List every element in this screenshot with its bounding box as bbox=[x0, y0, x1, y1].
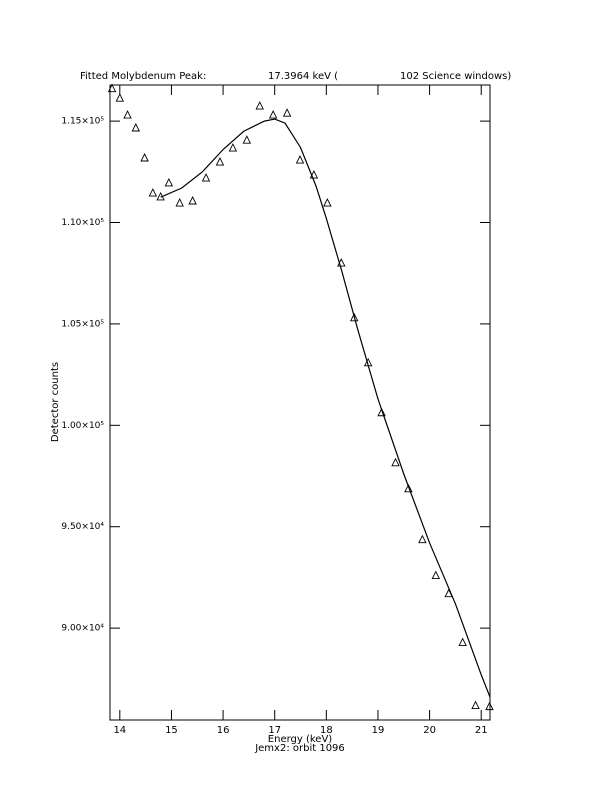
y-axis-label: Detector counts bbox=[50, 362, 61, 442]
y-tick-label: 1.00×10⁵ bbox=[61, 421, 104, 431]
data-point bbox=[115, 93, 125, 102]
data-point bbox=[228, 143, 238, 152]
data-point bbox=[418, 534, 427, 544]
data-point bbox=[458, 637, 467, 646]
x-tick-label: 14 bbox=[113, 725, 126, 736]
data-point bbox=[377, 407, 386, 417]
data-point bbox=[156, 191, 165, 201]
data-point bbox=[282, 108, 292, 117]
data-point bbox=[148, 188, 158, 197]
x-tick-label: 15 bbox=[165, 725, 178, 736]
y-tick-label: 9.50×10⁴ bbox=[61, 522, 104, 532]
x-tick-label: 21 bbox=[475, 725, 488, 736]
chart-title: Fitted Molybdenum Peak: bbox=[80, 71, 206, 82]
data-point bbox=[215, 157, 225, 166]
data-point bbox=[485, 701, 494, 711]
data-point bbox=[164, 177, 174, 187]
x-tick-label: 20 bbox=[423, 725, 436, 736]
data-point bbox=[107, 83, 117, 93]
data-point bbox=[175, 198, 184, 207]
y-tick-label: 1.15×10⁵ bbox=[61, 117, 104, 127]
chart-title: 102 Science windows) bbox=[400, 71, 511, 82]
data-point bbox=[295, 155, 305, 164]
y-tick-label: 1.10×10⁵ bbox=[61, 218, 104, 228]
x-axis-label: Energy (keV) bbox=[268, 734, 333, 745]
data-point bbox=[140, 153, 149, 162]
data-point bbox=[444, 588, 453, 598]
data-point bbox=[309, 170, 319, 179]
data-point bbox=[131, 122, 141, 132]
data-point bbox=[201, 173, 211, 182]
fit-line bbox=[160, 118, 491, 698]
data-point bbox=[268, 110, 278, 119]
data-point bbox=[123, 110, 132, 119]
x-tick-label: 19 bbox=[372, 725, 385, 736]
data-point bbox=[363, 357, 373, 367]
x-tick-label: 16 bbox=[217, 725, 230, 736]
y-tick-label: 1.05×10⁵ bbox=[61, 319, 104, 329]
data-point bbox=[188, 196, 197, 205]
y-tick-label: 9.00×10⁴ bbox=[61, 624, 104, 634]
chart-title: 17.3964 keV ( bbox=[268, 71, 338, 82]
data-point bbox=[242, 135, 252, 144]
data-point bbox=[255, 101, 264, 110]
data-point bbox=[471, 700, 480, 710]
data-point bbox=[431, 570, 441, 580]
plot-frame bbox=[109, 84, 491, 721]
data-point bbox=[337, 258, 346, 267]
data-point bbox=[349, 312, 359, 322]
subtitle: Jemx2: orbit 1096 bbox=[254, 743, 345, 754]
x-tick-label: 18 bbox=[320, 725, 333, 736]
data-point bbox=[391, 457, 400, 467]
x-tick-label: 17 bbox=[268, 725, 281, 736]
data-point bbox=[404, 483, 413, 493]
data-point bbox=[323, 198, 332, 207]
